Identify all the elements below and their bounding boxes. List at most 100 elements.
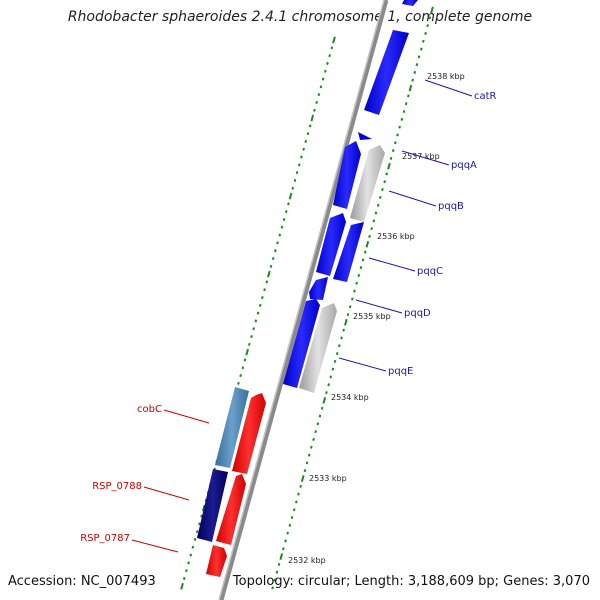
major-tick: [300, 475, 305, 482]
minor-tick: [274, 249, 277, 253]
gene-label-pqqE[interactable]: pqqE: [388, 366, 413, 377]
gene-label-pqqC[interactable]: pqqC: [417, 266, 443, 277]
minor-tick: [290, 516, 294, 520]
minor-tick: [428, 16, 432, 20]
minor-tick: [241, 366, 245, 370]
minor-tick: [277, 562, 281, 566]
minor-tick: [422, 39, 425, 43]
major-tick: [267, 270, 271, 278]
minor-tick: [193, 537, 197, 541]
minor-tick: [357, 273, 361, 277]
gene-label-pqqA[interactable]: pqqA: [451, 160, 477, 171]
gene-label-cobC[interactable]: cobC: [137, 404, 162, 415]
minor-tick: [282, 547, 285, 551]
minor-tick: [258, 303, 262, 307]
major-tick: [365, 240, 370, 248]
minor-tick: [305, 461, 309, 465]
minor-tick: [404, 102, 408, 106]
forward-gene-labels: [338, 79, 473, 372]
minor-tick: [293, 178, 297, 182]
minor-tick: [299, 484, 302, 488]
minor-tick: [321, 77, 325, 81]
gene-pqqB-grey-arrow[interactable]: [350, 145, 385, 222]
minor-tick: [394, 141, 397, 145]
accession-text: Accession: NC_007493: [8, 574, 156, 589]
gene-pqqE-grey-arrow[interactable]: [299, 303, 337, 393]
minor-tick: [338, 344, 341, 348]
label-leader-pqqC: [368, 257, 416, 272]
gene-label-catR[interactable]: catR: [474, 91, 497, 102]
minor-tick: [319, 85, 323, 89]
gene-RSP_0788-red-arrow[interactable]: [216, 474, 246, 545]
minor-tick: [291, 186, 295, 190]
minor-tick: [191, 545, 195, 549]
gene-cobC-red-arrow[interactable]: [232, 393, 266, 474]
gene-RSP_0788-arrow[interactable]: [197, 469, 228, 542]
gene-label-RSP_0788[interactable]: RSP_0788: [92, 481, 142, 492]
minor-tick: [237, 381, 240, 385]
major-tick: [245, 348, 249, 356]
gene-top-arrow[interactable]: [402, 0, 418, 6]
minor-tick: [313, 108, 316, 112]
minor-tick: [400, 117, 404, 121]
forward-strand-genes: [283, 0, 418, 393]
minor-tick: [368, 234, 371, 238]
minor-tick: [282, 217, 286, 221]
minor-tick: [304, 139, 308, 143]
minor-tick: [287, 202, 290, 206]
major-tick: [408, 84, 413, 92]
major-tick: [310, 114, 315, 122]
minor-tick: [351, 297, 354, 301]
minor-tick: [329, 375, 333, 379]
minor-tick: [325, 391, 328, 395]
kbp-label: 2534 kbp: [331, 393, 369, 402]
minor-tick: [308, 124, 312, 128]
minor-tick: [411, 78, 414, 82]
minor-tick: [315, 100, 318, 104]
minor-tick: [314, 430, 317, 434]
minor-tick: [297, 163, 301, 167]
minor-tick: [363, 250, 367, 254]
label-leader-pqqE: [338, 357, 387, 372]
gene-label-RSP_0787[interactable]: RSP_0787: [80, 533, 130, 544]
minor-tick: [189, 553, 193, 557]
minor-tick: [200, 514, 203, 518]
gene-pqqB-arrow[interactable]: [333, 141, 361, 209]
reverse-strand-genes: [197, 387, 266, 577]
gene-pqqC-arrow[interactable]: [316, 213, 346, 276]
minor-tick: [385, 172, 389, 176]
minor-tick: [424, 31, 427, 35]
gene-pqqA-arrow[interactable]: [358, 132, 372, 140]
gene-catR-arrow[interactable]: [364, 30, 409, 115]
minor-tick: [250, 335, 253, 339]
minor-tick: [185, 569, 188, 573]
minor-tick: [302, 147, 305, 151]
minor-tick: [295, 500, 298, 504]
minor-tick: [318, 414, 322, 418]
major-tick: [201, 504, 206, 512]
minor-tick: [396, 133, 399, 137]
gene-label-pqqD[interactable]: pqqD: [404, 308, 431, 319]
label-leader-catR: [424, 79, 473, 97]
minor-tick: [310, 445, 313, 449]
minor-tick: [359, 266, 363, 270]
minor-tick: [372, 219, 376, 223]
gene-pqqD-arrow[interactable]: [309, 277, 328, 300]
minor-tick: [271, 586, 274, 590]
minor-tick: [340, 336, 343, 340]
minor-tick: [413, 70, 417, 74]
minor-tick: [374, 211, 378, 215]
gene-cobC-arrow[interactable]: [215, 387, 249, 468]
gene-pqqC-second-arrow[interactable]: [333, 222, 364, 282]
gene-pqqE-arrow[interactable]: [283, 299, 320, 388]
minor-tick: [312, 437, 315, 441]
minor-tick: [239, 374, 242, 378]
minor-tick: [256, 311, 260, 315]
gene-RSP_0787-red-arrow[interactable]: [206, 545, 227, 577]
minor-tick: [278, 233, 282, 237]
label-leader-pqqD: [355, 299, 403, 314]
minor-tick: [182, 576, 186, 580]
gene-label-pqqB[interactable]: pqqB: [438, 201, 464, 212]
major-tick: [288, 192, 293, 200]
